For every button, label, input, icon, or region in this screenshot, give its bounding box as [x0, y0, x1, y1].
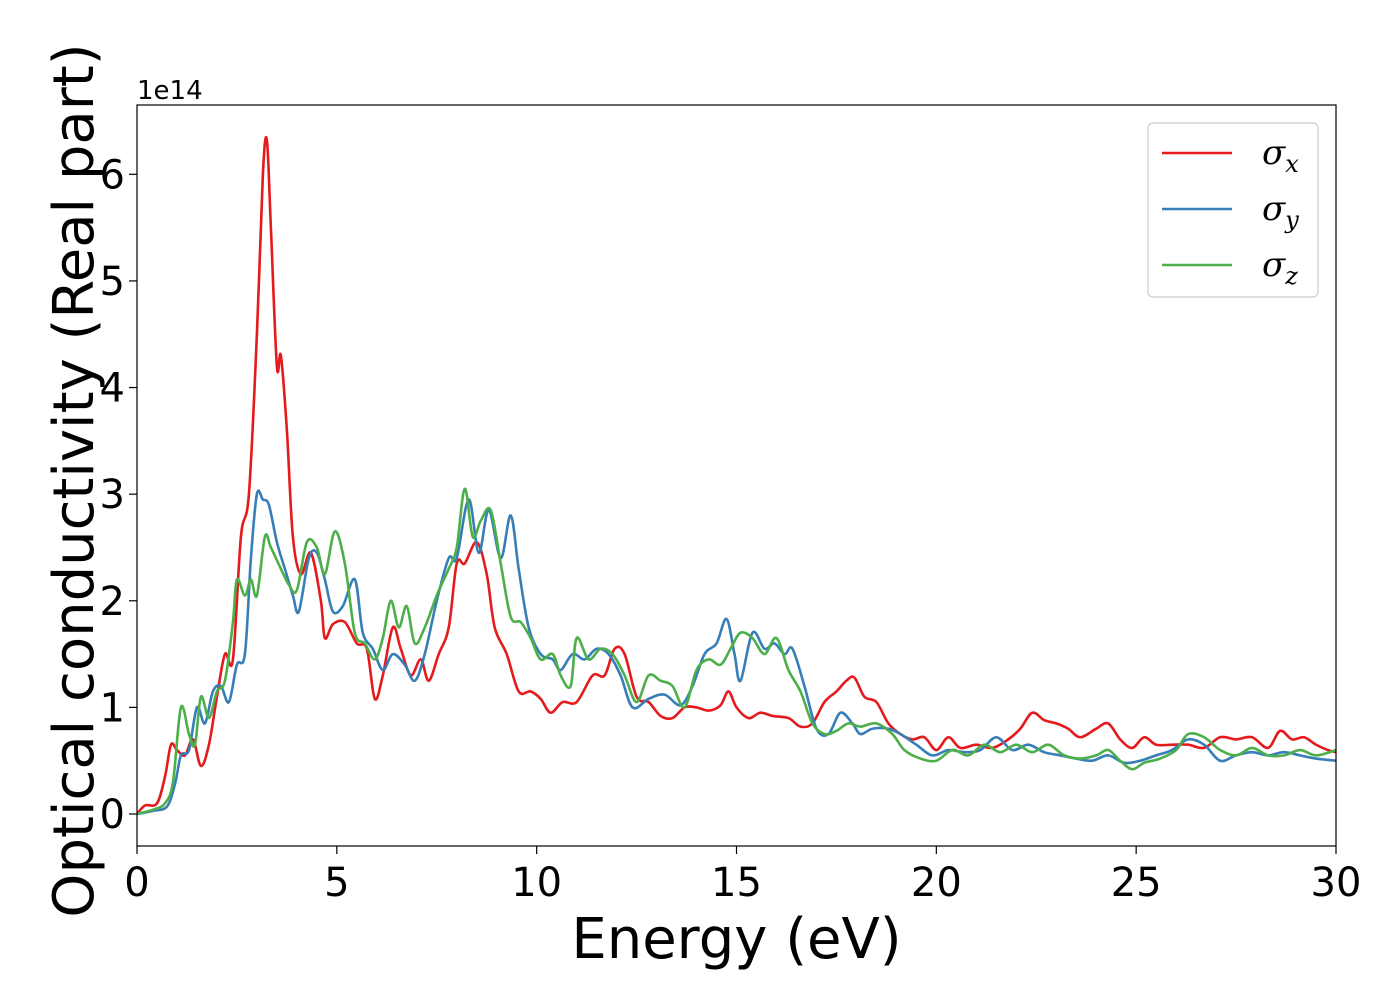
y-offset-label: 1e14 [137, 76, 203, 106]
x-tick-label: 5 [324, 860, 349, 906]
y-tick-label: 1 [100, 685, 125, 731]
x-tick-label: 15 [711, 860, 762, 906]
x-tick-label: 20 [911, 860, 962, 906]
legend-box [1147, 122, 1319, 298]
x-axis-title: Energy (eV) [571, 907, 901, 972]
y-axis-title: Optical conductivity (Real part) [42, 43, 107, 917]
y-tick-label: 6 [100, 152, 125, 198]
series-line-sigma-y [137, 489, 1336, 816]
legend-label-sigma-x: σx [1262, 133, 1299, 178]
series-line-sigma-x [137, 135, 1336, 815]
legend: σx σy σz [1147, 122, 1319, 298]
y-tick-label: 4 [100, 366, 125, 412]
x-tick-label: 30 [1311, 860, 1362, 906]
y-tick-label: 2 [100, 579, 125, 625]
series-line-sigma-z [137, 487, 1336, 816]
ticks-layer: 0 5 10 15 20 25 30 0 1 2 3 4 5 6 [100, 152, 1362, 906]
y-tick-label: 5 [100, 259, 125, 305]
y-tick-label: 0 [100, 792, 125, 838]
legend-label-sigma-z: σz [1262, 245, 1298, 290]
series-layer [137, 135, 1336, 816]
x-tick-label: 25 [1111, 860, 1162, 906]
legend-label-sigma-y: σy [1262, 189, 1299, 234]
y-tick-label: 3 [100, 472, 125, 518]
x-tick-label: 10 [511, 860, 562, 906]
x-tick-label: 0 [124, 860, 149, 906]
